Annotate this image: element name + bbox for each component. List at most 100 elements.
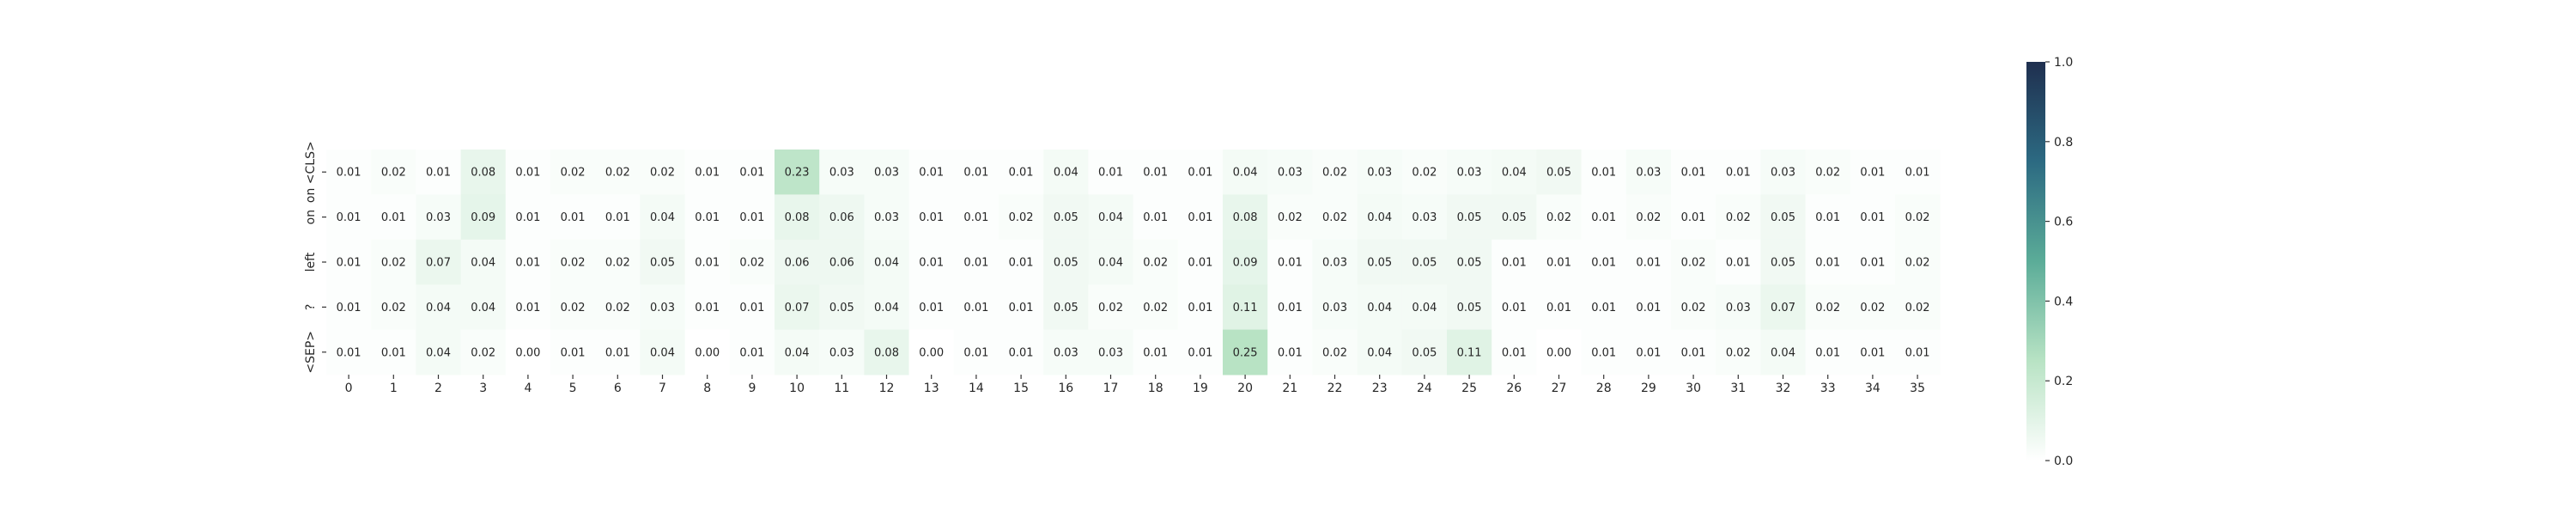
heatmap-cell <box>460 239 507 285</box>
cell-value-label: 0.03 <box>1412 211 1437 224</box>
heatmap-cell <box>595 329 641 376</box>
heatmap-cell <box>1267 329 1313 376</box>
heatmap-cell <box>1133 150 1179 195</box>
heatmap-cell <box>1895 194 1941 241</box>
heatmap-cell <box>1671 329 1716 376</box>
cell-value-label: 0.02 <box>1546 211 1571 224</box>
cell-value-label: 0.01 <box>963 167 988 180</box>
cell-value-label: 0.01 <box>1726 167 1751 180</box>
heatmap-cell <box>1625 194 1672 241</box>
heatmap-cell <box>1581 284 1627 331</box>
heatmap-cell <box>953 329 999 376</box>
heatmap-cell <box>416 239 462 285</box>
heatmap-cell <box>1850 284 1896 331</box>
heatmap-cell <box>1536 194 1583 241</box>
cell-value-label: 0.03 <box>829 167 854 180</box>
heatmap-cell <box>326 284 372 331</box>
heatmap-cell <box>1492 329 1537 376</box>
heatmap-cell <box>1671 284 1716 331</box>
x-tick-label: 31 <box>1730 382 1746 395</box>
colorbar-tick-label: 1.0 <box>2054 56 2073 70</box>
heatmap-cell <box>460 150 507 195</box>
cell-value-label: 0.01 <box>515 257 540 270</box>
heatmap-cell <box>1267 284 1313 331</box>
heatmap-cell <box>1671 239 1716 285</box>
heatmap-cell <box>550 329 596 376</box>
heatmap-cell <box>1625 150 1672 195</box>
heatmap-cell <box>999 284 1044 331</box>
heatmap-cell <box>1267 194 1313 241</box>
heatmap-cell <box>1716 284 1761 331</box>
cell-value-label: 0.01 <box>1188 302 1212 314</box>
heatmap-cell <box>908 194 955 241</box>
heatmap-cell <box>371 239 416 285</box>
cell-value-label: 0.11 <box>1233 302 1258 314</box>
heatmap-cell <box>1357 194 1403 241</box>
heatmap-cell <box>775 150 820 195</box>
heatmap-cell <box>1223 194 1268 241</box>
cell-value-label: 0.01 <box>515 167 540 180</box>
heatmap-cell <box>1177 194 1224 241</box>
y-axis: on <CLS> on left? <SEP> <box>304 141 326 374</box>
cell-value-label: 0.02 <box>1412 167 1437 180</box>
heatmap-cell <box>371 329 416 376</box>
cell-value-label: 0.01 <box>919 211 944 224</box>
x-tick-label: 25 <box>1461 382 1477 395</box>
heatmap-cell <box>1716 194 1761 241</box>
heatmap-cell <box>1312 284 1358 331</box>
heatmap-cell <box>1088 194 1134 241</box>
cell-value-label: 0.02 <box>1905 257 1930 270</box>
cell-value-label: 0.04 <box>1502 167 1527 180</box>
cell-value-label: 0.01 <box>695 211 720 224</box>
cell-value-label: 0.05 <box>1367 257 1392 270</box>
heatmap-cell <box>640 284 686 331</box>
heatmap-cell <box>1043 329 1089 376</box>
heatmap-cell <box>1536 150 1583 195</box>
heatmap-cell <box>1447 239 1492 285</box>
cell-value-label: 0.05 <box>1771 257 1795 270</box>
heatmap-cell <box>550 194 596 241</box>
heatmap-cell <box>1312 329 1358 376</box>
heatmap-cell <box>1177 329 1224 376</box>
cell-value-label: 0.04 <box>650 346 675 359</box>
cell-value-label: 0.01 <box>963 211 988 224</box>
cell-value-label: 0.05 <box>1054 257 1078 270</box>
cell-value-label: 0.03 <box>1771 167 1795 180</box>
heatmap-cell <box>1401 150 1448 195</box>
cell-value-label: 0.01 <box>1591 257 1616 270</box>
cell-value-label: 0.03 <box>874 167 899 180</box>
cell-value-label: 0.06 <box>829 257 854 270</box>
cell-value-label: 0.01 <box>1636 302 1661 314</box>
cell-value-label: 0.02 <box>1681 302 1706 314</box>
cell-value-label: 0.01 <box>1591 167 1616 180</box>
heatmap-cell <box>1401 194 1448 241</box>
cell-value-label: 0.05 <box>1054 302 1078 314</box>
heatmap-cell <box>1492 284 1537 331</box>
cell-value-label: 0.04 <box>1367 302 1392 314</box>
cell-value-label: 0.08 <box>785 211 810 224</box>
heatmap-cell <box>1850 194 1896 241</box>
cell-value-label: 0.01 <box>1681 167 1706 180</box>
heatmap-cell <box>819 239 865 285</box>
cell-value-label: 0.01 <box>1143 346 1168 359</box>
cell-value-label: 0.02 <box>1098 302 1123 314</box>
cell-value-label: 0.08 <box>471 167 495 180</box>
heatmap-cell <box>416 284 462 331</box>
cell-value-label: 0.01 <box>739 211 764 224</box>
x-tick-label: 26 <box>1506 382 1522 395</box>
heatmap-cell <box>460 329 507 376</box>
heatmap-cell <box>1895 150 1941 195</box>
cell-value-label: 0.07 <box>1771 302 1795 314</box>
cell-value-label: 0.02 <box>650 167 675 180</box>
heatmap-cell <box>326 329 372 376</box>
cell-value-label: 0.01 <box>739 167 764 180</box>
cell-value-label: 0.01 <box>561 346 586 359</box>
heatmap-cell <box>1760 150 1807 195</box>
heatmap-cell <box>1716 329 1761 376</box>
heatmap-cell <box>1850 329 1896 376</box>
cell-value-label: 0.02 <box>1726 211 1751 224</box>
heatmap-cell <box>1850 239 1896 285</box>
cell-value-label: 0.01 <box>1278 302 1303 314</box>
heatmap-cell <box>640 150 686 195</box>
